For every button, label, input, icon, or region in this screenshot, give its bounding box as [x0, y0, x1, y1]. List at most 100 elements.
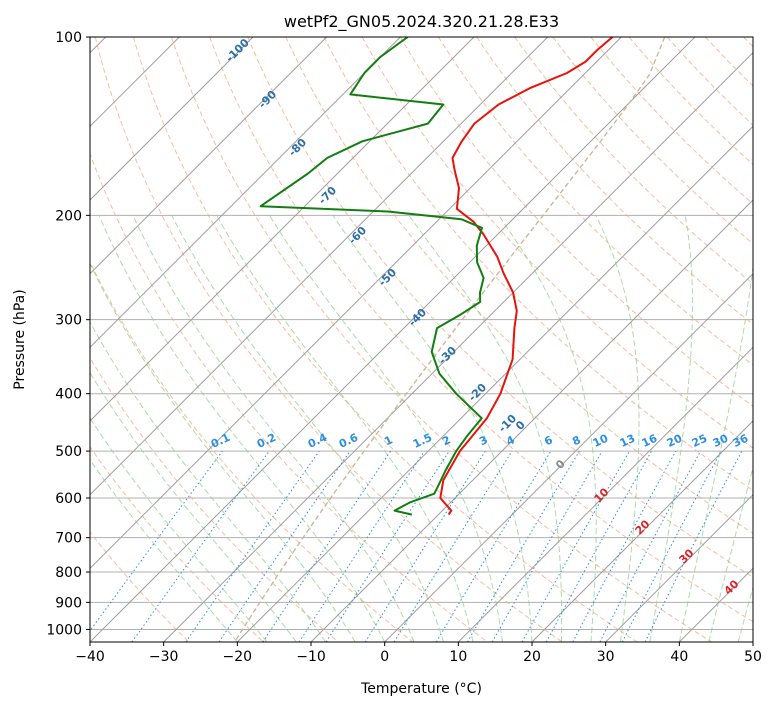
isotherm [236, 125, 753, 642]
y-tick-label: 800 [55, 565, 82, 581]
isotherm-label: -30 [436, 344, 459, 367]
dry-adiabat [437, 37, 753, 366]
moist-adiabat [678, 263, 753, 642]
mixing-ratio-label: 30 [711, 432, 731, 450]
x-tick-label: 0 [380, 649, 389, 665]
moist-adiabat [216, 215, 474, 642]
dry-adiabat [90, 446, 264, 642]
mixing-ratio-label: 1 [382, 433, 394, 448]
chart-title: wetPf2_GN05.2024.320.21.28.E33 [284, 12, 559, 32]
isotherm [384, 272, 753, 642]
mixing-ratio-label: 4 [504, 433, 517, 448]
isotherm-label: -60 [346, 224, 369, 247]
moist-adiabat [132, 215, 415, 642]
moist-adiabat [171, 215, 445, 642]
x-tick-label: 20 [523, 649, 541, 665]
x-tick-label: −20 [223, 649, 253, 665]
moist-adiabat [595, 215, 640, 642]
mixing-ratio-line [572, 450, 677, 642]
moist-adiabat [408, 215, 563, 642]
moist-adiabat [90, 459, 238, 642]
moist-adiabat [90, 371, 297, 642]
isotherm [457, 346, 753, 642]
isotherm [90, 37, 622, 570]
dry-adiabat [132, 37, 638, 642]
mixing-ratio-label: 36 [731, 432, 751, 450]
isotherm [531, 420, 753, 642]
isotherm [90, 37, 254, 201]
mixing-ratio-line [545, 450, 653, 642]
moist-adiabat [90, 417, 268, 642]
isotherm-label: -70 [316, 184, 339, 207]
isotherm [678, 567, 753, 642]
x-tick-label: −10 [296, 649, 326, 665]
moist-adiabat-label: 0 [553, 457, 568, 472]
dewpoint-trace [259, 37, 485, 516]
isotherm-label: -80 [286, 136, 309, 159]
dry-adiabat [247, 37, 753, 578]
moist-adiabat [737, 585, 753, 642]
isotherm [310, 199, 753, 642]
isotherm-label: 0 [513, 418, 528, 433]
moist-adiabat [98, 215, 386, 642]
mixing-ratio-label: 25 [690, 432, 709, 450]
moist-adiabat [90, 262, 356, 642]
dry-adiabat [323, 37, 753, 491]
isotherm-label: -50 [376, 266, 399, 289]
mixing-ratio-label: 0.4 [306, 431, 329, 451]
mixing-ratio-label: 10 [591, 432, 611, 450]
y-tick-label: 600 [55, 491, 82, 507]
mixing-ratio-label: 0.1 [209, 431, 232, 451]
mixing-ratio-label: 13 [618, 432, 637, 450]
dry-adiabat [514, 37, 753, 285]
y-axis-label: Pressure (hPa) [12, 289, 28, 389]
dry-adiabat-label: 20 [633, 517, 653, 537]
mixing-ratio-label: 2 [440, 433, 452, 448]
dry-adiabat [90, 152, 488, 642]
y-tick-label: 700 [55, 531, 82, 547]
dry-adiabat [743, 37, 753, 48]
y-tick-label: 200 [55, 208, 82, 224]
moist-adiabat [708, 465, 753, 642]
mixing-ratio-label: 1.5 [411, 431, 434, 451]
mixing-ratio-label: 20 [665, 432, 685, 450]
mixing-ratio-line [185, 450, 320, 642]
mixing-ratio-line [90, 450, 223, 632]
dry-adiabat [94, 37, 563, 642]
y-tick-label: 900 [55, 595, 82, 611]
dry-adiabat [171, 37, 712, 642]
mixing-ratio-line [262, 450, 392, 642]
isotherm [90, 37, 328, 275]
mixing-ratio-line [325, 450, 450, 642]
dry-adiabat-label: 30 [677, 546, 697, 566]
dry-adiabat [628, 37, 753, 166]
isotherm [90, 37, 549, 496]
mixing-ratio-label: 0.6 [337, 431, 360, 451]
axis-ticks: −40 −30 −20 −10 0 10 20 30 40 5010020030040050060… [46, 30, 762, 665]
y-tick-label: 500 [55, 444, 82, 460]
dry-adiabat [704, 37, 753, 87]
mixing-ratio-line [435, 450, 552, 642]
mixing-ratio-line [644, 450, 743, 642]
isotherm [90, 37, 696, 642]
mixing-ratio-line [218, 450, 351, 642]
isotherm-label: -90 [256, 88, 279, 111]
y-tick-label: 400 [55, 387, 82, 403]
x-tick-label: 30 [597, 649, 615, 665]
y-tick-label: 300 [55, 313, 82, 329]
freezing-level-curve [234, 37, 666, 642]
x-tick-label: −40 [75, 649, 105, 665]
isotherm [752, 641, 753, 642]
moist-adiabat [498, 215, 597, 642]
y-tick-label: 100 [55, 30, 82, 46]
plot-frame [89, 36, 754, 643]
x-axis-label: Temperature (°C) [360, 681, 482, 697]
dry-adiabat-label: 10 [592, 485, 612, 505]
moist-adiabat [90, 321, 327, 642]
dry-adiabat [399, 37, 753, 407]
x-tick-label: −30 [149, 649, 179, 665]
isotherm-label: -40 [406, 306, 429, 329]
dry-adiabat [552, 37, 753, 245]
mixing-ratio-line [298, 450, 425, 642]
